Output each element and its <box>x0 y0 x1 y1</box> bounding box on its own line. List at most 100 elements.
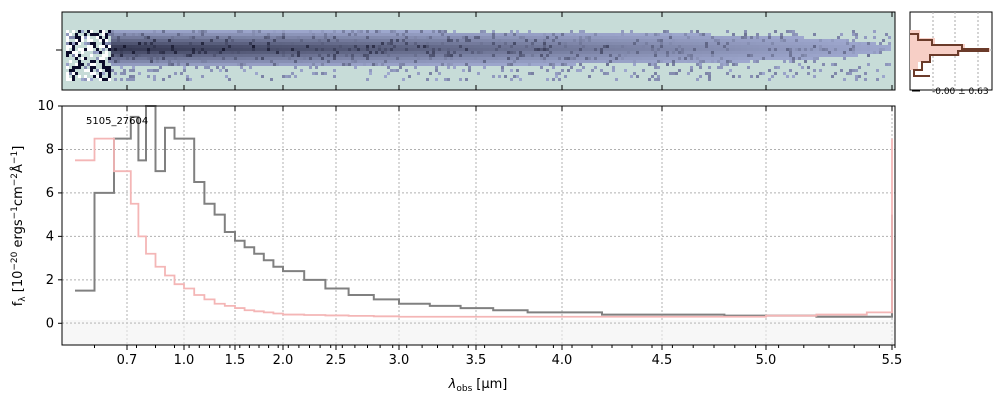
spectrum-2d-pixel <box>153 42 156 45</box>
spectrum-2d-pixel <box>651 63 654 66</box>
spectrum-2d-pixel <box>402 33 405 36</box>
spectrum-2d-pixel <box>315 42 318 45</box>
spectrum-2d-pixel <box>387 48 390 51</box>
spectrum-2d-pixel <box>699 60 702 63</box>
spectrum-2d-pixel <box>243 36 246 39</box>
spectrum-2d-pixel <box>618 36 621 39</box>
spectrum-2d-pixel <box>654 51 657 54</box>
spectrum-2d-pixel <box>849 69 852 72</box>
spectrum-2d-pixel <box>804 60 807 63</box>
spectrum-2d-pixel <box>72 66 75 69</box>
spectrum-2d-pixel <box>306 51 309 54</box>
spectrum-2d-pixel <box>261 60 264 63</box>
spectrum-2d-pixel <box>780 54 783 57</box>
spectrum-2d-pixel <box>84 42 87 45</box>
spectrum-2d-pixel <box>420 54 423 57</box>
spectrum-2d-pixel <box>636 42 639 45</box>
spectrum-2d-pixel <box>405 45 408 48</box>
spectrum-2d-pixel <box>489 60 492 63</box>
spectrum-2d-pixel <box>516 51 519 54</box>
spectrum-2d-pixel <box>549 60 552 63</box>
spectrum-2d-pixel <box>204 33 207 36</box>
spectrum-2d-pixel <box>708 48 711 51</box>
spectrum-2d-pixel <box>261 63 264 66</box>
spectrum-2d-pixel <box>792 54 795 57</box>
spectrum-2d-pixel <box>189 39 192 42</box>
spectrum-2d-pixel <box>261 33 264 36</box>
spectrum-2d-pixel <box>123 36 126 39</box>
spectrum-2d-pixel <box>306 48 309 51</box>
spectrum-2d-pixel <box>843 54 846 57</box>
spectrum-2d-pixel <box>90 39 93 42</box>
spectrum-2d-pixel <box>600 39 603 42</box>
spectrum-2d-pixel <box>222 60 225 63</box>
spectrum-2d-pixel <box>423 36 426 39</box>
spectrum-2d-pixel <box>360 57 363 60</box>
spectrum-2d-pixel <box>651 45 654 48</box>
spectrum-2d-pixel <box>486 42 489 45</box>
spectrum-2d-pixel <box>591 51 594 54</box>
spectrum-2d-pixel <box>243 54 246 57</box>
spectrum-2d-pixel <box>708 57 711 60</box>
spectrum-2d-pixel <box>396 30 399 33</box>
spectrum-2d-pixel <box>729 60 732 63</box>
spectrum-2d-pixel <box>498 45 501 48</box>
spectrum-2d-pixel <box>132 48 135 51</box>
spectrum-2d-pixel <box>612 45 615 48</box>
spectrum-2d-pixel <box>435 78 438 81</box>
spectrum-2d-pixel <box>348 57 351 60</box>
spectrum-2d-pixel <box>753 57 756 60</box>
spectrum-2d-pixel <box>810 51 813 54</box>
spectrum-2d-pixel <box>144 30 147 33</box>
spectrum-2d-pixel <box>423 42 426 45</box>
spectrum-2d-pixel <box>441 42 444 45</box>
spectrum-2d-pixel <box>165 51 168 54</box>
spectrum-2d-pixel <box>492 63 495 66</box>
spectrum-2d-pixel <box>528 51 531 54</box>
spectrum-2d-pixel <box>333 75 336 78</box>
spectrum-2d-pixel <box>870 42 873 45</box>
spectrum-2d-pixel <box>666 39 669 42</box>
spectrum-2d-pixel <box>402 36 405 39</box>
spectrum-2d-pixel <box>144 48 147 51</box>
spectrum-2d-pixel <box>300 51 303 54</box>
spectrum-2d-pixel <box>789 54 792 57</box>
spectrum-2d-pixel <box>336 45 339 48</box>
spectrum-2d-pixel <box>486 63 489 66</box>
spectrum-2d-pixel <box>213 45 216 48</box>
spectrum-2d-pixel <box>378 42 381 45</box>
spectrum-2d-pixel <box>654 66 657 69</box>
spectrum-2d-pixel <box>330 63 333 66</box>
spectrum-2d-pixel <box>252 33 255 36</box>
spectrum-2d-pixel <box>267 51 270 54</box>
spectrum-2d-pixel <box>660 33 663 36</box>
spectrum-2d-pixel <box>270 60 273 63</box>
spectrum-2d-pixel <box>249 48 252 51</box>
spectrum-2d-pixel <box>501 51 504 54</box>
spectrum-2d-pixel <box>483 57 486 60</box>
spectrum-2d-pixel <box>90 54 93 57</box>
spectrum-2d-pixel <box>615 39 618 42</box>
spectrum-2d-pixel <box>465 57 468 60</box>
spectrum-2d-pixel <box>234 63 237 66</box>
spectrum-2d-pixel <box>69 33 72 36</box>
spectrum-2d-pixel <box>435 51 438 54</box>
spectrum-2d-pixel <box>162 33 165 36</box>
spectrum-2d-pixel <box>120 57 123 60</box>
spectrum-2d-pixel <box>375 54 378 57</box>
spectrum-2d-pixel <box>141 39 144 42</box>
spectrum-2d-pixel <box>333 33 336 36</box>
spectrum-2d-pixel <box>786 30 789 33</box>
spectrum-2d-pixel <box>714 57 717 60</box>
spectrum-2d-pixel <box>228 42 231 45</box>
spectrum-2d-pixel <box>360 60 363 63</box>
spectrum-2d-pixel <box>459 45 462 48</box>
spectrum-2d-pixel <box>198 45 201 48</box>
spectrum-2d-pixel <box>549 54 552 57</box>
spectrum-2d-pixel <box>132 45 135 48</box>
spectrum-2d-pixel <box>588 36 591 39</box>
spectrum-2d-pixel <box>162 51 165 54</box>
spectrum-2d-pixel <box>147 39 150 42</box>
spectrum-2d-pixel <box>456 48 459 51</box>
spectrum-2d-pixel <box>69 72 72 75</box>
